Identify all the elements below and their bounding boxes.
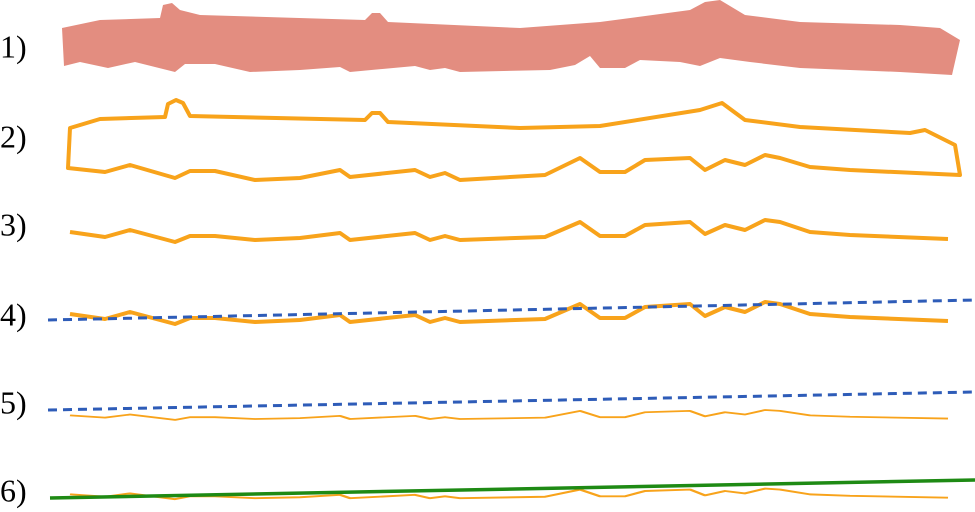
label: 1) <box>0 28 27 64</box>
trend-line <box>47 390 975 412</box>
filled-band <box>62 0 960 75</box>
label: 5) <box>0 384 27 420</box>
trend-line <box>49 478 975 500</box>
curve <box>68 300 950 326</box>
curve <box>68 408 950 422</box>
curve <box>68 218 950 244</box>
label: 4) <box>0 296 27 332</box>
label: 3) <box>0 206 27 242</box>
outline-band <box>66 98 962 182</box>
label: 2) <box>0 118 27 154</box>
trend-line <box>47 298 975 322</box>
label: 6) <box>0 472 27 508</box>
